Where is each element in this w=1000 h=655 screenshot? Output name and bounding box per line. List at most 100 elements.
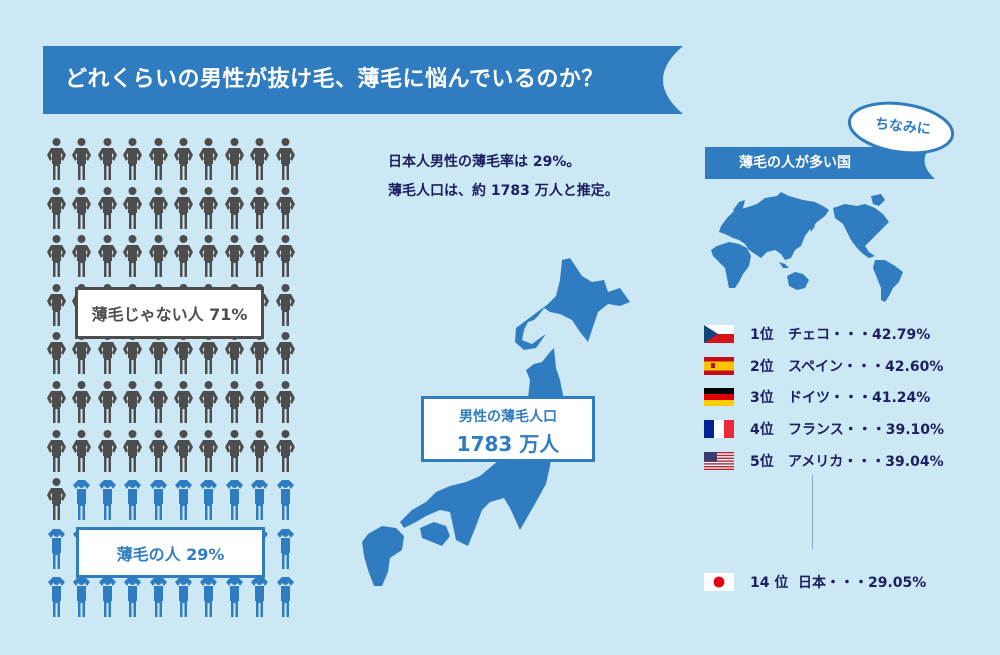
rank-country: スペイン bbox=[788, 358, 844, 375]
ribbon-shape bbox=[43, 46, 683, 114]
person-icon bbox=[247, 429, 272, 478]
stats-line-rate: 日本人男性の薄毛率は 29%。 bbox=[388, 154, 581, 170]
person-icon bbox=[196, 137, 221, 186]
ranking-gap-divider bbox=[812, 475, 813, 549]
rank-country: フランス bbox=[788, 422, 844, 439]
rank-country: 日本 bbox=[798, 574, 826, 591]
person-icon bbox=[95, 137, 120, 186]
rank-value: ・・・42.60% bbox=[843, 358, 944, 375]
rank-value: ・・・39.10% bbox=[843, 422, 945, 439]
person-thinning-icon bbox=[44, 526, 69, 575]
person-icon bbox=[95, 429, 120, 478]
person-thinning-icon bbox=[247, 477, 272, 526]
person-icon bbox=[44, 234, 69, 283]
person-thinning-icon bbox=[44, 574, 69, 623]
person-icon bbox=[69, 186, 94, 235]
person-icon bbox=[120, 186, 145, 235]
page-title: どれくらいの男性が抜け毛、薄毛に悩んでいるのか？ bbox=[65, 67, 604, 92]
person-icon bbox=[69, 137, 94, 186]
person-icon bbox=[146, 137, 171, 186]
rank-position: 4位 bbox=[750, 422, 774, 439]
person-thinning-icon bbox=[146, 574, 171, 623]
rank-row-germany: 3位 ドイツ ・・・41.24% bbox=[704, 382, 944, 414]
person-icon bbox=[196, 234, 221, 283]
ranking-list: 1位 チェコ ・・・42.79% 2位 スペイン ・・・42.60% 3位 ドイ… bbox=[704, 318, 944, 477]
person-icon bbox=[44, 137, 69, 186]
czech-flag-icon bbox=[704, 324, 734, 343]
person-icon bbox=[146, 234, 171, 283]
spain-flag-icon bbox=[704, 356, 734, 375]
speech-bubble: ちなみに bbox=[845, 100, 957, 156]
rank-country: アメリカ bbox=[788, 454, 844, 471]
rank-value: ・・・41.24% bbox=[830, 390, 931, 407]
person-thinning-icon bbox=[222, 477, 247, 526]
not-thinning-label: 薄毛じゃない人 71% bbox=[75, 287, 264, 339]
title-ribbon: どれくらいの男性が抜け毛、薄毛に悩んでいるのか？ bbox=[43, 46, 683, 114]
person-thinning-icon bbox=[273, 477, 298, 526]
world-map-icon bbox=[711, 192, 903, 302]
person-icon bbox=[95, 234, 120, 283]
rank-position: 1位 bbox=[750, 326, 774, 343]
person-icon bbox=[273, 137, 298, 186]
rank-country: ドイツ bbox=[788, 390, 830, 407]
person-icon bbox=[44, 283, 69, 332]
person-icon bbox=[222, 137, 247, 186]
person-icon bbox=[171, 234, 196, 283]
person-icon bbox=[120, 234, 145, 283]
person-icon bbox=[273, 429, 298, 478]
person-icon bbox=[222, 234, 247, 283]
person-thinning-icon bbox=[120, 574, 145, 623]
rank-value: ・・・39.04% bbox=[843, 454, 944, 471]
person-icon bbox=[95, 186, 120, 235]
japan-box-label: 男性の薄毛人口 bbox=[459, 409, 557, 425]
japan-map-icon bbox=[362, 258, 630, 586]
person-icon bbox=[171, 380, 196, 429]
rank-position: 5位 bbox=[750, 454, 774, 471]
person-icon bbox=[273, 186, 298, 235]
person-icon bbox=[247, 380, 272, 429]
person-icon bbox=[222, 429, 247, 478]
person-thinning-icon bbox=[273, 526, 298, 575]
rank-row-usa: 5位 アメリカ ・・・39.04% bbox=[704, 445, 944, 477]
person-thinning-icon bbox=[69, 574, 94, 623]
person-icon bbox=[44, 429, 69, 478]
person-icon bbox=[273, 331, 298, 380]
person-thinning-icon bbox=[273, 574, 298, 623]
rank-position: 14 位 bbox=[750, 574, 789, 591]
stats-line-population: 薄毛人口は、約 1783 万人と推定。 bbox=[388, 183, 619, 199]
rank-row-spain: 2位 スペイン ・・・42.60% bbox=[704, 350, 944, 382]
usa-flag-icon bbox=[704, 452, 734, 471]
person-icon bbox=[273, 283, 298, 332]
person-icon bbox=[247, 137, 272, 186]
rank-position: 3位 bbox=[750, 390, 774, 407]
person-icon bbox=[171, 186, 196, 235]
person-thinning-icon bbox=[247, 574, 272, 623]
person-icon bbox=[146, 186, 171, 235]
ranking-heading-ribbon: 薄毛の人が多い国 bbox=[705, 147, 935, 179]
person-icon bbox=[222, 186, 247, 235]
rank-position: 2位 bbox=[750, 358, 774, 375]
rank-row-czech: 1位 チェコ ・・・42.79% bbox=[704, 318, 944, 350]
person-thinning-icon bbox=[69, 477, 94, 526]
person-icon bbox=[120, 137, 145, 186]
person-icon bbox=[222, 380, 247, 429]
ribbon2-shape bbox=[705, 147, 935, 179]
person-thinning-icon bbox=[95, 477, 120, 526]
person-icon bbox=[44, 380, 69, 429]
rank-country: チェコ bbox=[788, 326, 830, 343]
rank-value: ・・・29.05% bbox=[826, 574, 927, 591]
japan-flag-icon bbox=[704, 572, 734, 591]
person-thinning-icon bbox=[171, 574, 196, 623]
germany-flag-icon bbox=[704, 388, 734, 407]
france-flag-icon bbox=[704, 420, 734, 439]
person-thinning-icon bbox=[222, 574, 247, 623]
person-icon bbox=[44, 477, 69, 526]
rank-row-france: 4位 フランス ・・・39.10% bbox=[704, 413, 944, 445]
person-thinning-icon bbox=[146, 477, 171, 526]
person-icon bbox=[146, 380, 171, 429]
person-icon bbox=[196, 429, 221, 478]
person-icon bbox=[120, 380, 145, 429]
japan-population-box: 男性の薄毛人口 1783 万人 bbox=[421, 396, 595, 462]
person-icon bbox=[69, 380, 94, 429]
person-thinning-icon bbox=[120, 477, 145, 526]
